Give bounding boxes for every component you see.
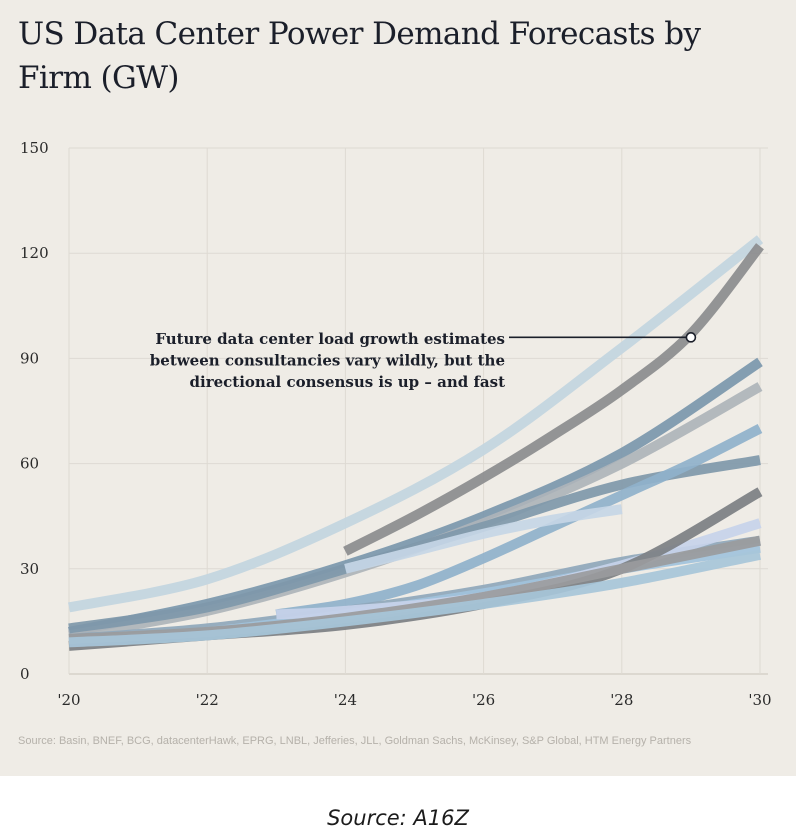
source-note: Source: Basin, BNEF, BCG, datacenterHawk… bbox=[18, 735, 692, 747]
source-caption: Source: A16Z bbox=[327, 806, 469, 830]
annotation-text: Future data center load growth estimates bbox=[155, 330, 505, 348]
series-lines bbox=[67, 235, 764, 651]
x-tick-label: '28 bbox=[610, 691, 633, 709]
annotation: Future data center load growth estimates… bbox=[150, 330, 697, 391]
x-tick-label: '22 bbox=[196, 691, 219, 709]
chart-title: US Data Center Power Demand Forecasts by… bbox=[18, 16, 701, 96]
series-line-6 bbox=[275, 424, 763, 620]
x-tick-label: '20 bbox=[57, 691, 80, 709]
line-chart: 0 30 60 90 120 150 '20 '22 '24 '26 '28 '30 Future … bbox=[20, 139, 772, 709]
y-tick-label: 120 bbox=[20, 244, 49, 262]
y-tick-label: 30 bbox=[20, 560, 39, 578]
series-line-2 bbox=[343, 243, 764, 556]
annotation-text: between consultancies vary wildly, but t… bbox=[150, 352, 505, 370]
y-tick-label: 150 bbox=[20, 139, 49, 157]
annotation-marker bbox=[685, 332, 697, 343]
chart-panel: US Data Center Power Demand Forecasts by… bbox=[0, 0, 796, 776]
x-tick-label: '24 bbox=[334, 691, 357, 709]
y-tick-label: 60 bbox=[20, 455, 39, 473]
x-axis-ticks: '20 '22 '24 '26 '28 '30 bbox=[57, 691, 771, 709]
grid-lines bbox=[68, 147, 768, 675]
series-line-1 bbox=[67, 235, 764, 613]
y-axis-ticks: 0 30 60 90 120 150 bbox=[20, 139, 49, 683]
y-tick-label: 0 bbox=[20, 665, 30, 683]
x-tick-label: '26 bbox=[472, 691, 495, 709]
series-line-13 bbox=[68, 549, 761, 648]
y-tick-label: 90 bbox=[20, 349, 39, 367]
annotation-text: directional consensus is up – and fast bbox=[190, 373, 506, 391]
series-line-7 bbox=[344, 504, 623, 574]
x-tick-label: '30 bbox=[748, 691, 771, 709]
